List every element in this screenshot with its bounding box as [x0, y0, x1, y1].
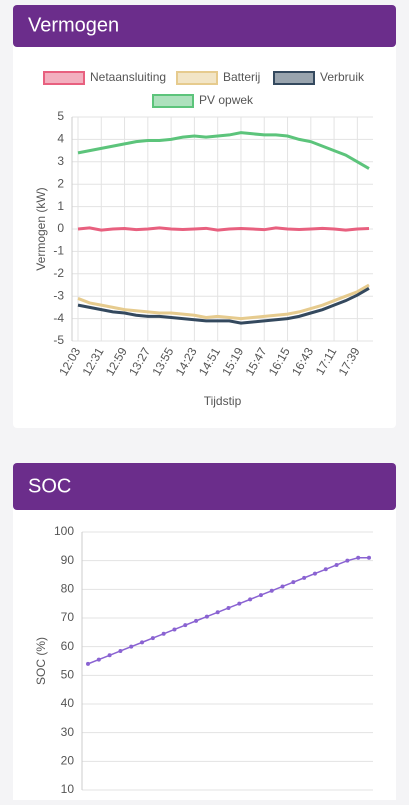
- card: [13, 5, 396, 428]
- point: [204, 614, 209, 619]
- point: [367, 555, 371, 560]
- y-axis-label: SOC (%): [34, 637, 48, 685]
- point: [150, 636, 155, 641]
- card: [13, 463, 396, 805]
- point: [86, 661, 90, 666]
- legend-swatch[interactable]: [273, 71, 315, 85]
- point: [269, 588, 274, 593]
- point: [258, 593, 263, 598]
- y-tick-label: 10: [61, 782, 75, 796]
- legend-label: Netaansluiting: [90, 70, 166, 84]
- point: [172, 627, 177, 632]
- point: [161, 631, 166, 636]
- point: [215, 610, 220, 615]
- y-tick-label: -4: [53, 311, 64, 325]
- y-tick-label: 30: [61, 725, 75, 739]
- y-tick-label: 0: [57, 221, 64, 235]
- y-tick-label: 2: [57, 176, 64, 190]
- y-tick-label: 5: [57, 109, 64, 123]
- point: [323, 567, 328, 572]
- y-tick-label: 80: [61, 582, 75, 596]
- point: [129, 644, 134, 649]
- point: [226, 605, 231, 610]
- y-tick-label: 70: [61, 610, 75, 624]
- card-title: Vermogen: [28, 14, 119, 36]
- point: [302, 575, 307, 580]
- card-header: [13, 5, 396, 47]
- point: [96, 657, 101, 662]
- legend-label: PV opwek: [199, 93, 254, 107]
- point: [312, 571, 317, 576]
- card-header: [13, 463, 396, 510]
- y-tick-label: 20: [61, 754, 75, 768]
- y-tick-label: 4: [57, 132, 64, 146]
- y-tick-label: -3: [53, 288, 64, 302]
- series-line: [77, 226, 370, 232]
- point: [118, 648, 123, 653]
- point: [237, 601, 242, 606]
- y-tick-label: 1: [57, 199, 64, 213]
- point: [140, 640, 145, 645]
- card-title: SOC: [28, 475, 71, 497]
- point: [194, 618, 199, 623]
- y-tick-label: -1: [53, 244, 64, 258]
- y-tick-label: -2: [53, 266, 64, 280]
- legend-label: Verbruik: [320, 70, 365, 84]
- series-line: [77, 287, 370, 325]
- point: [334, 562, 339, 567]
- point: [291, 580, 296, 585]
- point: [356, 555, 361, 560]
- point: [183, 623, 188, 628]
- y-tick-label: 50: [61, 668, 75, 682]
- y-tick-label: -5: [53, 333, 64, 347]
- y-tick-label: 3: [57, 154, 64, 168]
- series-line: [77, 283, 370, 321]
- y-tick-label: 100: [54, 524, 74, 538]
- y-axis-label: Vermogen (kW): [34, 187, 48, 270]
- y-tick-label: 90: [61, 553, 75, 567]
- point: [107, 653, 112, 658]
- x-axis-label: Tijdstip: [204, 394, 242, 408]
- y-tick-label: 60: [61, 639, 75, 653]
- legend-swatch[interactable]: [176, 71, 218, 85]
- point: [345, 558, 350, 563]
- point: [248, 597, 253, 602]
- legend-swatch[interactable]: [152, 94, 194, 108]
- series-line: [77, 131, 370, 170]
- y-tick-label: 40: [61, 696, 75, 710]
- legend-label: Batterij: [223, 70, 260, 84]
- point: [280, 584, 285, 589]
- legend-swatch[interactable]: [43, 71, 85, 85]
